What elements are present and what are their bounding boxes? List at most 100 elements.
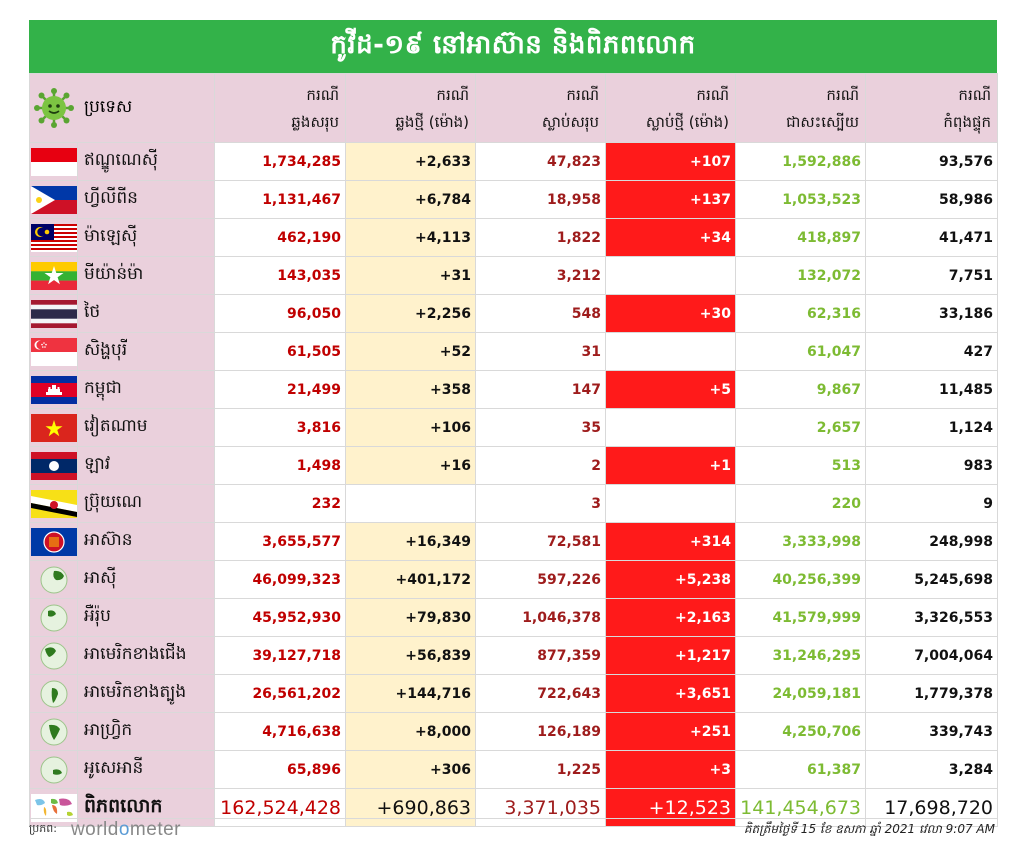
flag-cell [29, 332, 78, 371]
new-deaths-cell: +5 [605, 370, 737, 409]
country-name: ឡាវ [76, 446, 216, 485]
country-name: ថៃ [76, 294, 216, 333]
updated-timestamp: គិតត្រឹមថ្ងៃទី 15 ខែ ឧសភា ឆ្នាំ 2021 វេល… [743, 821, 995, 836]
total-deaths-cell: 47,823 [475, 142, 607, 181]
total-cases-cell: 143,035 [214, 256, 347, 295]
total-cases-cell: 39,127,718 [214, 636, 347, 675]
recovered-header: ករណី ជាសះស្បើយ [735, 73, 867, 143]
flag-cell [29, 446, 78, 485]
country-header: ប្រទេស [28, 73, 216, 143]
country-name: សិង្ហបុរី [76, 332, 216, 371]
total-deaths-cell: 72,581 [475, 522, 607, 561]
active-cell: 7,004,064 [865, 636, 999, 675]
table-row: អាស៊ី 46,099,323 +401,172 597,226 +5,238 40,2… [29, 560, 999, 599]
total-cases-cell: 1,498 [214, 446, 347, 485]
flag-cell [29, 256, 78, 295]
total-cases-cell: 45,952,930 [214, 598, 347, 637]
asean-flag-icon [30, 527, 77, 556]
active-cell: 5,245,698 [865, 560, 999, 599]
flag-cell [29, 788, 78, 827]
new-deaths-cell: +12,523 [605, 788, 737, 827]
active-cell: 248,998 [865, 522, 999, 561]
new-cases-cell: +2,256 [345, 294, 477, 333]
new-cases-cell: +6,784 [345, 180, 477, 219]
active-cell: 3,284 [865, 750, 999, 789]
singapore-flag-icon [30, 337, 77, 366]
total-deaths-cell: 1,225 [475, 750, 607, 789]
new-deaths-cell: +30 [605, 294, 737, 333]
new-deaths-cell: +3 [605, 750, 737, 789]
europe-globe-icon [40, 604, 67, 631]
new-cases-cell: +401,172 [345, 560, 477, 599]
country-name: មីយ៉ាន់ម៉ា [76, 256, 216, 295]
new-cases-cell: +8,000 [345, 712, 477, 751]
new-deaths-cell: +1 [605, 446, 737, 485]
total-deaths-cell: 147 [475, 370, 607, 409]
new-cases-cell: +52 [345, 332, 477, 371]
active-cell: 11,485 [865, 370, 999, 409]
new-cases-cell: +16 [345, 446, 477, 485]
recovered-cell: 9,867 [735, 370, 867, 409]
malaysia-flag-icon [30, 223, 77, 252]
active-cell: 983 [865, 446, 999, 485]
country-name: ពិភពលោក [76, 788, 216, 827]
table-row: អូសេអានី 65,896 +306 1,225 +3 61,387 3,284 [29, 750, 999, 789]
new-cases-cell: +4,113 [345, 218, 477, 257]
total-cases-cell: 1,131,467 [214, 180, 347, 219]
cambodia-flag-icon [30, 375, 77, 404]
new-cases-cell: +690,863 [345, 788, 477, 827]
covid-table-card: កូវីដ-១៩ នៅអាស៊ាន និងពិភពលោក [28, 20, 999, 827]
flag-cell [29, 218, 78, 257]
flag-cell [29, 636, 78, 675]
total-deaths-cell: 3,371,035 [475, 788, 607, 827]
new-cases-header: ករណី ឆ្លងថ្មី (ម៉ោង) [345, 73, 477, 143]
new-deaths-cell: +34 [605, 218, 737, 257]
asia-globe-icon [40, 566, 67, 593]
south-america-globe-icon [40, 680, 67, 707]
new-cases-cell: +358 [345, 370, 477, 409]
total-cases-cell: 96,050 [214, 294, 347, 333]
footer: ប្រភព: worldometer គិតត្រឹមថ្ងៃទី 15 ខែ … [29, 818, 997, 840]
new-deaths-cell: +314 [605, 522, 737, 561]
total-cases-cell: 162,524,428 [214, 788, 347, 827]
total-deaths-cell: 1,822 [475, 218, 607, 257]
new-deaths-cell [605, 484, 737, 523]
africa-globe-icon [40, 718, 67, 745]
country-name: អាស៊ី [76, 560, 216, 599]
total-deaths-cell: 31 [475, 332, 607, 371]
total-deaths-header: ករណី ស្លាប់សរុប [475, 73, 607, 143]
table-row: កម្ពុជា 21,499 +358 147 +5 9,867 11,485 [29, 370, 999, 409]
flag-cell [29, 750, 78, 789]
flag-cell [29, 180, 78, 219]
new-deaths-cell [605, 332, 737, 371]
title-bar: កូវីដ-១៩ នៅអាស៊ាន និងពិភពលោក [29, 20, 997, 73]
total-cases-cell: 232 [214, 484, 347, 523]
table-row: អាមេរិកខាងជើង 39,127,718 +56,839 877,359 +1,… [29, 636, 999, 675]
recovered-cell: 61,387 [735, 750, 867, 789]
new-deaths-cell: +107 [605, 142, 737, 181]
country-name: វៀតណាម [76, 408, 216, 447]
indonesia-flag-icon [30, 147, 77, 176]
new-deaths-cell [605, 408, 737, 447]
new-deaths-cell: +3,651 [605, 674, 737, 713]
recovered-cell: 24,059,181 [735, 674, 867, 713]
new-cases-cell: +79,830 [345, 598, 477, 637]
active-cell: 17,698,720 [865, 788, 999, 827]
flag-cell [29, 674, 78, 713]
table-row: អាហ្វ្រិក 4,716,638 +8,000 126,189 +251 4,250… [29, 712, 999, 751]
total-cases-cell: 3,816 [214, 408, 347, 447]
new-deaths-cell: +251 [605, 712, 737, 751]
table-row: ម៉ាឡេស៊ី 462,190 +4,113 1,822 +34 418,897 41,4… [29, 218, 999, 257]
active-cell: 93,576 [865, 142, 999, 181]
new-cases-cell: +16,349 [345, 522, 477, 561]
world-map-icon [30, 793, 77, 822]
new-cases-cell [345, 484, 477, 523]
total-deaths-cell: 2 [475, 446, 607, 485]
table-row: ហ្វីលីពីន 1,131,467 +6,784 18,958 +137 1,053,… [29, 180, 999, 219]
flag-cell [29, 370, 78, 409]
flag-cell [29, 484, 78, 523]
active-cell: 9 [865, 484, 999, 523]
table-row: សិង្ហបុរី 61,505 +52 31 61,047 427 [29, 332, 999, 371]
table-row: មីយ៉ាន់ម៉ា 143,035 +31 3,212 132,072 7,751 [29, 256, 999, 295]
new-deaths-cell: +137 [605, 180, 737, 219]
